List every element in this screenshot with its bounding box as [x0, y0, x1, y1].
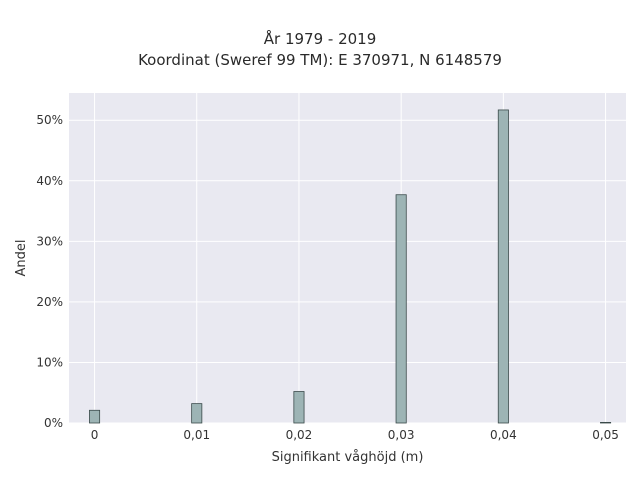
y-tick-label-1: 10%: [36, 355, 63, 369]
x-axis-label: Signifikant våghöjd (m): [272, 450, 424, 465]
y-axis-ticks: 0% 10% 20% 30% 40% 50%: [36, 113, 63, 430]
x-tick-label-4: 0,04: [490, 428, 517, 442]
bar-1: [191, 403, 203, 424]
x-tick-label-0: 0: [91, 428, 99, 442]
bar-2: [293, 391, 305, 424]
y-tick-label-3: 30%: [36, 234, 63, 248]
x-tick-label-1: 0,01: [183, 428, 210, 442]
y-tick-label-0: 0%: [44, 416, 63, 430]
y-tick-label-5: 50%: [36, 113, 63, 127]
plot-area: [69, 93, 626, 423]
bar-0: [89, 409, 101, 424]
bar-3: [395, 194, 407, 424]
x-tick-label-5: 0,05: [592, 428, 619, 442]
x-axis-ticks: 0 0,01 0,02 0,03 0,04 0,05: [91, 428, 619, 442]
bar-4: [497, 109, 509, 424]
x-tick-label-2: 0,02: [286, 428, 313, 442]
bar-5: [600, 421, 612, 424]
y-tick-label-2: 20%: [36, 295, 63, 309]
grid-lines: [69, 93, 626, 424]
x-tick-label-3: 0,03: [388, 428, 415, 442]
y-tick-label-4: 40%: [36, 174, 63, 188]
chart-title-line2: Koordinat (Sweref 99 TM): E 370971, N 61…: [138, 51, 502, 69]
y-axis-label: Andel: [14, 240, 29, 277]
chart-title-line1: År 1979 - 2019: [263, 30, 377, 48]
bars: [89, 109, 612, 424]
